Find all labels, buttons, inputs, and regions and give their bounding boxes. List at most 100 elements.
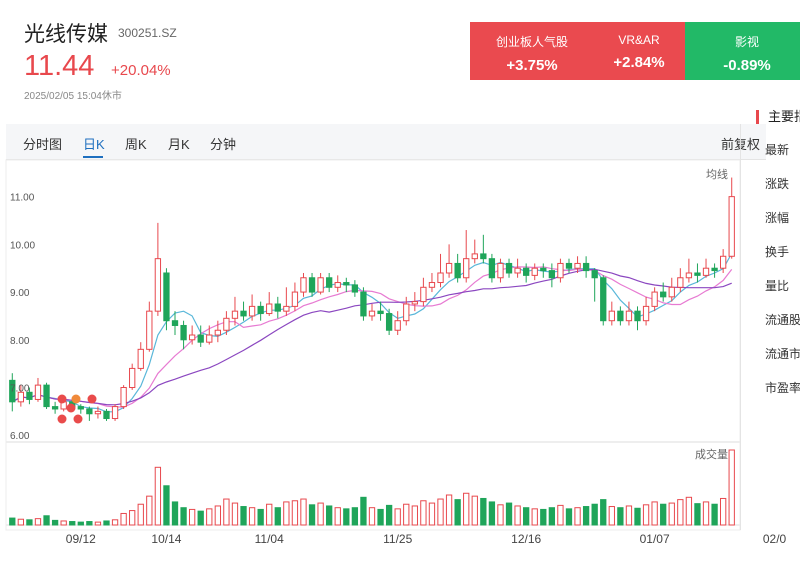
volume-bar [308,504,316,526]
tab-weekly-k[interactable]: 周K [125,137,147,152]
candle-body [668,286,675,298]
volume-bar [137,503,144,526]
candle-body [17,391,25,403]
candle-body [454,262,461,279]
candle-body [77,406,84,410]
ma10-line [12,266,733,408]
volume-bar [445,494,453,526]
y-tick-label: 8.00 [10,336,30,347]
volume-bar [694,503,701,526]
volume-bar [548,507,556,526]
x-axis-labels: 09/12 10/14 11/04 11/25 12/16 01/07 02/0 [66,532,787,546]
volume-bar [317,502,324,526]
volume-bar [154,466,162,526]
volume-bar [197,510,204,526]
candle-body [548,270,556,279]
volume-bar [257,508,264,526]
volume-bar [214,505,221,526]
candle-body [505,262,513,274]
candle-body [163,272,170,322]
metric-turnover: 换手 [765,245,790,259]
volume-bar [146,495,153,526]
candle-body [231,310,239,319]
volume-bar [711,503,718,526]
tab-monthly-k[interactable]: 月K [168,137,190,152]
y-tick-label: 7.00 [10,384,30,395]
candle-body [497,262,504,279]
volume-bar [291,500,299,526]
volume-bar [34,518,42,526]
candle-body [420,286,427,303]
volume-bar [557,504,564,526]
volume-bar [206,508,213,526]
candle-body [257,305,264,315]
event-marker [57,414,67,424]
candle-body [565,262,573,269]
candle-body [129,367,136,389]
volume-bar [60,520,67,526]
candle-body [702,267,710,276]
volume-bar [540,508,547,526]
tab-daily-k[interactable]: 日K [83,137,105,152]
candle-body [300,277,307,293]
metric-pe-ratio: 市盈率 [765,381,800,395]
candle-body [34,384,42,400]
candle-body [351,284,359,293]
candle-body [582,262,590,272]
volume-bar [69,521,76,526]
kline-chart-svg[interactable]: 11.00 10.00 9.00 8.00 7.00 6.00 09/12 10/14 11/… [5,159,787,546]
candle-body [368,310,376,317]
volume-bar [368,507,376,526]
candle-body [625,310,633,322]
candle-body [617,310,624,322]
volume-bar [600,499,607,526]
kline-chart[interactable]: 11.00 10.00 9.00 8.00 7.00 6.00 09/12 10/14 11/… [5,159,787,546]
volume-bar [180,507,187,526]
sector-card-chinext[interactable]: 创业板人气股 +3.75% [470,22,594,80]
active-tab-indicator [83,156,103,158]
volume-bar [351,507,359,526]
sector-change: +3.75% [506,57,558,74]
y-tick-label: 10.00 [10,240,35,251]
volume-bar [437,498,444,526]
stock-change: +20.04% [111,62,171,79]
x-tick-label: 12/16 [511,532,541,546]
sector-card-vrar[interactable]: VR&AR +2.84% [577,22,701,80]
sector-name: VR&AR [618,33,660,47]
volume-bar [565,508,573,526]
tab-minute[interactable]: 分钟 [210,137,237,152]
x-tick-label: 10/14 [151,532,181,546]
volume-bar [608,506,615,526]
ma-lines [12,253,733,413]
volume-bar [642,504,650,526]
tab-intraday[interactable]: 分时图 [23,137,63,152]
volume-bar [403,503,410,526]
candle-body [334,282,341,288]
candle-body [223,317,230,331]
ma20-line [12,268,732,406]
candle-body [240,310,247,317]
volume-bar [77,521,84,526]
y-tick-label: 9.00 [10,288,30,299]
y-axis-labels: 11.00 10.00 9.00 8.00 7.00 6.00 [10,193,35,443]
volume-bar [385,504,393,526]
volume-bar [111,519,119,526]
candle-body [188,334,196,341]
sector-card-partial[interactable] [793,22,800,80]
volume-bar [531,508,538,526]
volume-bar [394,508,401,526]
chart-grid [5,159,741,531]
volume-bar [514,505,521,526]
metric-change: 涨跌 [765,177,790,191]
candle-body [728,196,735,257]
candle-body [377,310,384,315]
sector-card-film[interactable]: 影视 -0.89% [685,22,800,80]
candle-body [685,272,693,279]
market-timestamp: 2025/02/05 15:04休市 [24,91,122,102]
candle-body [651,291,658,307]
volume-bar [677,499,684,526]
metric-latest: 最新 [765,143,790,157]
candle-body [111,406,119,420]
sector-name: 影视 [734,35,759,49]
